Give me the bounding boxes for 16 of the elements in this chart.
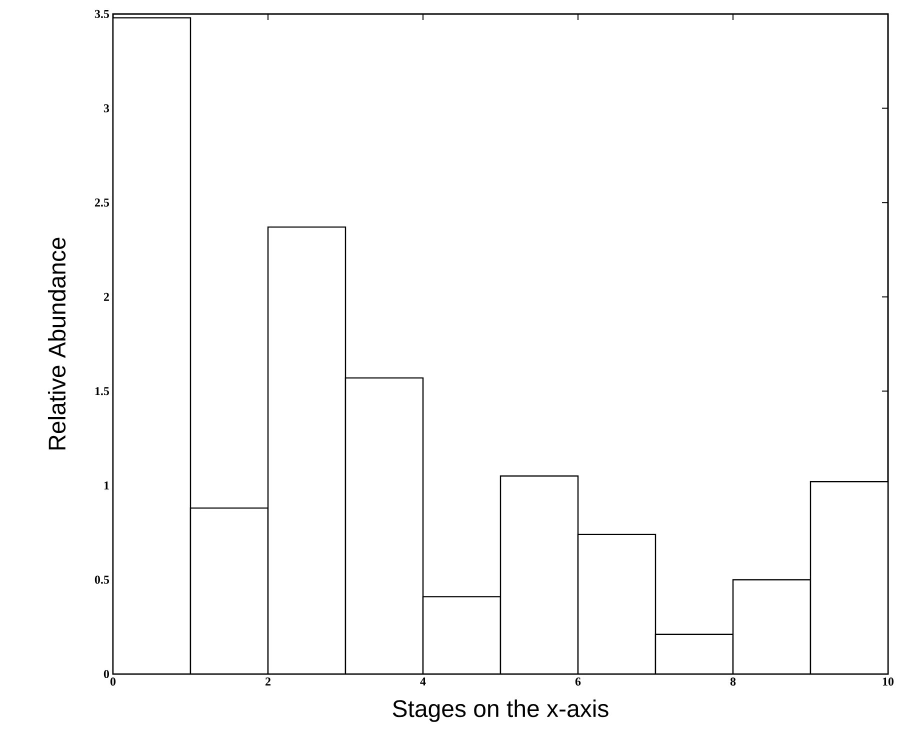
y-tick-label: 3.5 <box>94 10 110 18</box>
y-tick-label: 1.5 <box>95 387 110 396</box>
x-tick-label: 0 <box>110 678 116 686</box>
x-tick-label: 6 <box>575 678 581 686</box>
y-tick-label: 0 <box>104 670 110 678</box>
x-tick-label: 2 <box>266 678 270 686</box>
x-tick-label: 8 <box>730 678 736 686</box>
x-tick-label: 4 <box>420 678 426 686</box>
y-tick-label: 2.5 <box>94 198 110 207</box>
y-tick-label: 2 <box>104 292 109 301</box>
x-axis-title: Stages on the x-axis <box>392 700 608 722</box>
x-tick-label: 10 <box>882 678 894 686</box>
y-tick-label: 1 <box>104 481 109 490</box>
y-tick-label: 3 <box>104 104 110 112</box>
y-axis-title: Relative Abundance <box>48 238 66 450</box>
y-tick-label: 0.5 <box>94 576 110 584</box>
